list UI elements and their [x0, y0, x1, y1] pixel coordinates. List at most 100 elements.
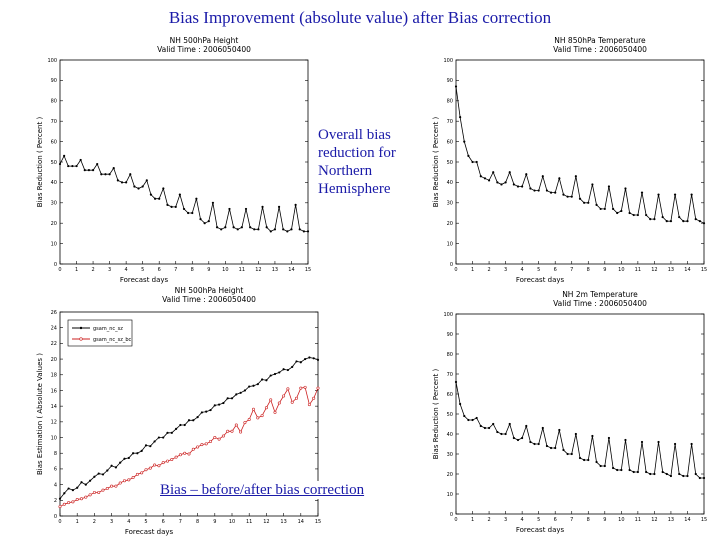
y-tick-label: 0	[450, 262, 453, 268]
x-tick-label: 10	[618, 517, 624, 523]
data-point	[137, 187, 140, 190]
data-point	[140, 471, 144, 475]
data-point	[161, 461, 165, 465]
data-point	[665, 472, 668, 476]
x-tick-label: 0	[58, 519, 61, 525]
data-point	[264, 406, 268, 410]
data-point	[127, 478, 131, 482]
data-point	[62, 502, 66, 506]
data-point	[286, 368, 289, 372]
data-point	[92, 490, 96, 494]
x-axis-label: Forecast days	[516, 276, 565, 284]
data-point	[170, 431, 173, 434]
data-point	[178, 193, 181, 196]
data-point	[195, 197, 198, 200]
data-point	[587, 201, 590, 204]
data-point	[475, 416, 478, 420]
data-point	[260, 414, 264, 418]
data-point	[196, 416, 199, 419]
data-point	[144, 468, 148, 472]
data-point	[97, 490, 101, 494]
data-point	[653, 218, 656, 221]
data-point	[153, 463, 157, 467]
data-point	[669, 220, 673, 223]
data-point	[298, 228, 301, 231]
data-point	[83, 169, 86, 172]
data-point	[636, 213, 639, 217]
data-point	[213, 436, 217, 440]
data-point	[690, 193, 693, 196]
legend-label: gsam_nc_sz	[93, 326, 123, 332]
data-point	[649, 472, 652, 476]
data-point	[591, 183, 594, 186]
bias-annotation-text: Bias – before/after bias correction	[160, 482, 365, 498]
data-point	[158, 197, 161, 200]
x-tick-label: 7	[570, 267, 573, 273]
data-point	[694, 472, 697, 476]
x-tick-label: 15	[305, 267, 311, 273]
data-point	[640, 191, 644, 194]
data-point	[607, 436, 611, 440]
series-line-1	[455, 86, 705, 224]
data-point	[487, 426, 491, 430]
data-point	[591, 434, 594, 438]
x-tick-label: 14	[288, 267, 294, 273]
y-tick-label: 16	[51, 388, 57, 394]
data-point	[603, 207, 606, 211]
data-point	[290, 228, 293, 231]
y-tick-label: 70	[51, 119, 57, 125]
y-tick-label: 2	[54, 498, 57, 504]
data-point	[661, 215, 664, 219]
data-point	[686, 220, 689, 223]
plot-frame	[59, 311, 319, 517]
x-tick-label: 7	[570, 517, 573, 523]
chart-title: NH 2m Temperature	[562, 290, 638, 299]
data-point	[286, 387, 290, 391]
data-point	[702, 476, 706, 480]
data-point	[209, 439, 213, 443]
data-point	[236, 228, 239, 231]
data-point	[129, 173, 132, 176]
y-tick-label: 0	[54, 514, 57, 520]
data-point	[207, 220, 210, 223]
data-point	[500, 432, 503, 436]
data-point	[454, 380, 458, 384]
x-tick-label: 4	[125, 267, 128, 273]
series-line-1	[455, 381, 704, 479]
data-point	[463, 140, 466, 143]
data-point	[71, 500, 75, 504]
data-point	[261, 378, 264, 381]
data-point	[529, 440, 532, 444]
chart-title: NH 850hPa Temperature	[554, 36, 646, 45]
data-point	[200, 411, 203, 414]
data-point	[247, 417, 251, 421]
data-point	[136, 452, 139, 455]
x-tick-label: 2	[93, 519, 96, 525]
data-point	[479, 424, 482, 428]
chart-subtitle: Valid Time : 2006050400	[553, 299, 647, 308]
data-point	[228, 207, 231, 211]
data-point	[112, 167, 115, 170]
data-point	[645, 213, 648, 217]
x-tick-label: 1	[75, 267, 78, 273]
data-point	[203, 222, 206, 225]
data-point	[170, 458, 174, 462]
x-tick-label: 6	[554, 517, 557, 523]
y-tick-label: 0	[450, 512, 453, 518]
x-tick-label: 3	[110, 519, 113, 525]
data-point	[525, 424, 528, 428]
x-tick-label: 13	[272, 267, 278, 273]
data-point	[187, 452, 191, 456]
data-point	[516, 438, 520, 442]
x-tick-label: 12	[263, 519, 269, 525]
data-point	[58, 162, 62, 166]
chart-subtitle: Valid Time : 2006050400	[553, 45, 647, 54]
data-point	[303, 385, 307, 389]
data-point	[235, 393, 238, 396]
data-point	[277, 205, 281, 208]
data-point	[75, 498, 79, 502]
data-point	[217, 437, 221, 441]
y-tick-label: 20	[447, 472, 453, 478]
legend-label: gsam_nc_sz_bc	[93, 337, 132, 343]
